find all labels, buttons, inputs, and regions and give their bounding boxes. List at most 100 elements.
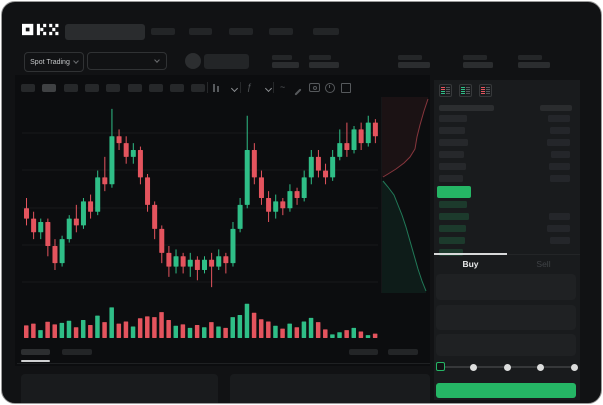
price-bar (439, 151, 464, 158)
bids-rows (439, 199, 575, 259)
amount-bar (547, 225, 570, 232)
price-bar (439, 213, 469, 220)
orderbook-row[interactable] (439, 113, 575, 125)
toolbar-divider (273, 82, 274, 93)
orderbook-row[interactable] (439, 161, 575, 173)
nav-item[interactable] (269, 28, 293, 35)
bottom-tab-active[interactable] (21, 349, 50, 355)
ticker-stat (309, 55, 339, 68)
ticker-stat (272, 55, 299, 68)
orderbook-row[interactable] (439, 247, 575, 259)
asks-book-icon[interactable] (479, 84, 492, 97)
price-bar (439, 139, 468, 146)
timeframe-button[interactable] (170, 84, 185, 92)
amount-input[interactable] (436, 305, 576, 330)
volume-chart (24, 303, 378, 338)
depth-chart-divider (381, 97, 382, 293)
timeframe-button[interactable] (148, 84, 163, 92)
okx-logo (22, 23, 59, 36)
history-panel (230, 374, 430, 403)
timeframe-button[interactable] (84, 84, 99, 92)
chevron-down-icon (154, 57, 160, 63)
bottom-tab[interactable] (62, 349, 92, 355)
orderbook-row[interactable] (439, 211, 575, 223)
timeframe-button[interactable] (106, 84, 121, 92)
chevron-down-icon (73, 58, 79, 64)
bottom-divider (17, 363, 430, 364)
pair-selector-dropdown[interactable] (87, 52, 167, 70)
pair-name-placeholder[interactable] (204, 54, 249, 69)
price-bar (439, 225, 466, 232)
price-bar (439, 115, 467, 122)
bottom-action[interactable] (388, 349, 418, 355)
timeframe-button[interactable] (21, 84, 35, 92)
trade-tabs-divider (434, 254, 580, 255)
amount-bar (548, 115, 570, 122)
amount-bar (549, 213, 570, 220)
bottom-action[interactable] (349, 349, 378, 355)
price-bar (439, 175, 463, 182)
nav-item[interactable] (229, 28, 253, 35)
orderbook-row[interactable] (439, 125, 575, 137)
orderbook-row[interactable] (439, 223, 575, 235)
price-bar (439, 163, 466, 170)
last-price-pill[interactable] (437, 186, 471, 198)
timeframe-button[interactable] (127, 84, 142, 92)
slider-step-dot[interactable] (570, 363, 578, 371)
fullscreen-icon[interactable] (341, 83, 351, 96)
amount-bar (547, 139, 570, 146)
orderbook-row[interactable] (439, 173, 575, 185)
screenshot-camera-icon[interactable] (309, 83, 320, 95)
amount-column-header (540, 105, 572, 111)
market-type-selector[interactable]: Spot Trading (24, 52, 84, 72)
price-input[interactable] (436, 274, 576, 300)
amount-bar (551, 151, 570, 158)
nav-item[interactable] (313, 28, 339, 35)
price-bar (439, 201, 467, 208)
price-bar (439, 237, 465, 244)
toolbar-divider (207, 82, 208, 93)
amount-bar (550, 237, 570, 244)
ticker-stat (463, 55, 493, 68)
amount-bar (549, 163, 570, 170)
asks-rows (439, 113, 575, 185)
bids-book-icon[interactable] (459, 84, 472, 97)
candlestick-chart[interactable] (22, 102, 378, 294)
indicators-icon[interactable]: ƒ (247, 82, 253, 92)
slider-step-dot[interactable] (503, 363, 511, 371)
depth-chart (382, 97, 429, 293)
buy-submit-button[interactable] (436, 383, 576, 398)
active-tab-underline (21, 360, 50, 362)
price-column-header (439, 105, 494, 111)
orderbook-row[interactable] (439, 137, 575, 149)
slider-handle[interactable] (436, 362, 445, 371)
nav-item[interactable] (151, 28, 175, 35)
market-type-label: Spot Trading (30, 58, 70, 66)
ticker-stat (398, 55, 430, 68)
combined-book-icon[interactable] (439, 84, 452, 97)
price-bar (439, 249, 463, 256)
amount-bar (550, 175, 570, 182)
nav-item[interactable] (189, 28, 212, 35)
amount-slider[interactable] (436, 362, 578, 372)
search-input[interactable] (65, 24, 145, 40)
tab-buy[interactable]: Buy (462, 259, 479, 269)
line-chart-icon[interactable]: ~ (280, 82, 286, 92)
timeframe-button[interactable] (191, 84, 206, 92)
orders-panel (21, 374, 218, 403)
slider-step-dot[interactable] (470, 363, 477, 371)
timeframe-button[interactable] (42, 84, 57, 92)
orderbook-row[interactable] (439, 149, 575, 161)
ticker-stat (518, 55, 550, 68)
history-clock-icon[interactable] (325, 83, 335, 96)
timeframe-buttons (21, 84, 221, 92)
tab-sell[interactable]: Sell (536, 259, 551, 269)
chart-type-icon[interactable] (213, 83, 219, 92)
coin-avatar (185, 53, 201, 69)
slider-step-dot[interactable] (537, 363, 544, 371)
timeframe-button[interactable] (63, 84, 78, 92)
orderbook-row[interactable] (439, 235, 575, 247)
orderbook-row[interactable] (439, 199, 575, 211)
total-input[interactable] (436, 334, 576, 356)
draw-pencil-icon[interactable] (294, 84, 302, 96)
